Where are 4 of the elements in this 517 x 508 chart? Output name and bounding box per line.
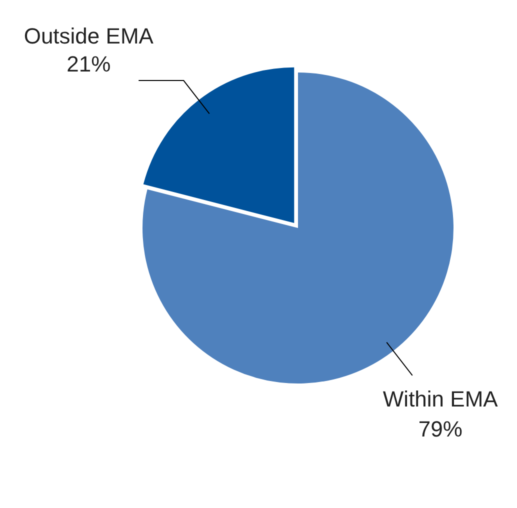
slice-label: Within EMA (382, 386, 498, 412)
data-label: 79% (418, 416, 462, 442)
data-label: 21% (66, 52, 111, 77)
slice-label: Outside EMA (24, 24, 154, 49)
